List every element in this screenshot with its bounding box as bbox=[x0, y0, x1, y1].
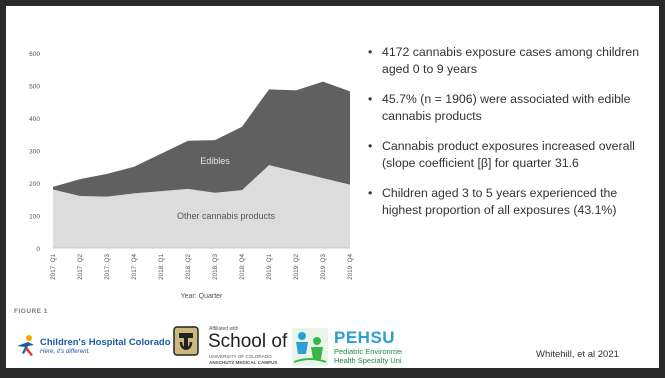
series-label-edibles: Edibles bbox=[200, 156, 230, 166]
series-area-edibles bbox=[53, 81, 350, 197]
bullet-text: Children aged 3 to 5 years experienced t… bbox=[382, 186, 618, 217]
cu-university: UNIVERSITY OF COLORADO bbox=[209, 354, 272, 359]
bullet-glyph: • bbox=[368, 139, 373, 153]
y-tick-label: 0 bbox=[36, 246, 40, 253]
bullet-item: • Cannabis product exposures increased ov… bbox=[368, 138, 658, 171]
x-tick-label: 2018: Q4 bbox=[239, 254, 246, 280]
x-tick-label: 2019: Q3 bbox=[320, 254, 327, 280]
figure-label: FIGURE 1 bbox=[14, 308, 48, 315]
bullet-item: • 45.7% (n = 1906) were associated with e… bbox=[368, 91, 658, 124]
slide: Other cannabis products Edibles 0 100 200 300… bbox=[6, 6, 659, 368]
pehsu-subtitle-2: Health Specialty Units bbox=[334, 356, 402, 365]
bullet-glyph: • bbox=[368, 45, 373, 59]
child-figure-icon bbox=[17, 335, 34, 356]
x-tick-label: 2019: Q4 bbox=[347, 254, 354, 280]
bullet-text: Cannabis product exposures increased ove… bbox=[382, 139, 635, 170]
figures-icon bbox=[292, 328, 328, 366]
series-area-other bbox=[53, 165, 350, 248]
bullet-text: 45.7% (n = 1906) were associated with ed… bbox=[382, 92, 631, 123]
pehsu-logo: PEHSU Pediatric Environmental Health Spe… bbox=[292, 328, 402, 368]
x-tick-label: 2019: Q1 bbox=[266, 254, 273, 280]
x-tick-label: 2017: Q2 bbox=[77, 254, 84, 280]
citation: Whitehill, et al 2021 bbox=[536, 349, 619, 360]
cu-shield-icon bbox=[173, 326, 199, 356]
pehsu-subtitle-1: Pediatric Environmental bbox=[334, 347, 402, 356]
stacked-area-chart: Other cannabis products Edibles 0 100 200 300… bbox=[29, 51, 354, 300]
chco-tagline: Here, it's different. bbox=[40, 348, 91, 355]
y-tick-label: 400 bbox=[29, 116, 40, 123]
x-axis-title: Year: Quarter bbox=[181, 293, 223, 300]
x-tick-label: 2018: Q1 bbox=[158, 254, 165, 280]
cu-campus: ANSCHUTZ MEDICAL CAMPUS bbox=[209, 360, 278, 365]
y-tick-label: 100 bbox=[29, 214, 40, 221]
x-tick-label: 2019: Q2 bbox=[293, 254, 300, 280]
cu-affiliation: Affiliated with bbox=[209, 326, 239, 332]
x-tick-label: 2017: Q4 bbox=[131, 254, 138, 280]
bullet-item: • 4172 cannabis exposure cases among chil… bbox=[368, 44, 658, 77]
y-tick-label: 300 bbox=[29, 149, 40, 156]
pehsu-name: PEHSU bbox=[334, 328, 396, 347]
bullet-item: • Children aged 3 to 5 years experienced … bbox=[368, 185, 658, 218]
x-tick-label: 2018: Q3 bbox=[212, 254, 219, 280]
y-tick-label: 600 bbox=[29, 51, 40, 58]
bullet-text: 4172 cannabis exposure cases among child… bbox=[382, 45, 640, 76]
series-label-other: Other cannabis products bbox=[177, 211, 276, 221]
x-tick-label: 2018: Q2 bbox=[185, 254, 192, 280]
bullet-glyph: • bbox=[368, 92, 373, 106]
bullet-glyph: • bbox=[368, 186, 373, 200]
y-tick-label: 200 bbox=[29, 181, 40, 188]
y-tick-label: 500 bbox=[29, 84, 40, 91]
x-tick-label: 2017: Q3 bbox=[104, 254, 111, 280]
x-tick-label: 2017: Q1 bbox=[50, 254, 57, 280]
bullet-list: • 4172 cannabis exposure cases among chil… bbox=[368, 44, 658, 232]
chco-name: Children's Hospital Colorado bbox=[40, 337, 171, 348]
